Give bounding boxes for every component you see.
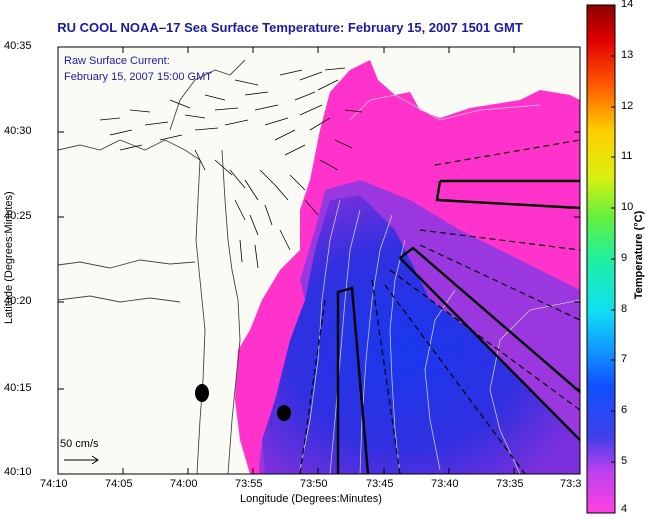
colorbar-tick-label: 12 xyxy=(621,100,634,112)
axis-ticks xyxy=(57,46,580,475)
colorbar-tick-label: 7 xyxy=(621,353,628,365)
colorbar-tick-label: 8 xyxy=(621,303,628,315)
x-tick-label: 74:00 xyxy=(170,478,198,490)
coastal-warm-band xyxy=(240,280,305,474)
scale-label: 50 cm/s xyxy=(60,438,99,450)
x-tick-label: 74:05 xyxy=(105,478,133,490)
x-axis-label: Longitude (Degrees:Minutes) xyxy=(240,493,382,505)
colorbar xyxy=(586,4,616,514)
colorbar-tick-label: 5 xyxy=(621,455,628,467)
map-title: RU COOL NOAA–17 Sea Surface Temperature:… xyxy=(57,20,523,35)
x-tick-label: 74:10 xyxy=(40,478,68,490)
y-tick-label: 40:20 xyxy=(4,295,32,307)
y-tick-label: 40:35 xyxy=(4,40,32,52)
y-tick-label: 40:25 xyxy=(4,210,32,222)
coastline xyxy=(57,59,246,475)
colorbar-label: Temperature (°C) xyxy=(633,210,645,300)
colorbar-tick-label: 9 xyxy=(621,252,628,264)
x-tick-label: 73:40 xyxy=(431,478,459,490)
plot-border xyxy=(57,46,581,475)
y-tick-label: 40:15 xyxy=(4,382,32,394)
x-tick-label: 73:35 xyxy=(496,478,524,490)
colorbar-ticks xyxy=(611,4,615,514)
x-tick-label: 73:55 xyxy=(235,478,263,490)
current-vectors xyxy=(99,67,363,269)
x-tick-label: 73:3 xyxy=(560,478,582,490)
y-tick-label: 40:30 xyxy=(4,125,32,137)
colorbar-tick-label: 10 xyxy=(621,201,634,213)
y-tick-label: 40:10 xyxy=(4,466,32,478)
station-marker xyxy=(195,384,209,402)
annotation-line-1: Raw Surface Current: xyxy=(64,55,170,67)
colorbar-tick-label: 4 xyxy=(621,503,628,515)
colorbar-tick-label: 14 xyxy=(621,0,634,10)
station-marker xyxy=(277,405,291,421)
annotation-line-2: February 15, 2007 15:00 GMT xyxy=(64,71,212,83)
colorbar-tick-label: 13 xyxy=(621,49,634,61)
colorbar-tick-label: 6 xyxy=(621,404,628,416)
transect-lines xyxy=(299,139,581,475)
bathymetry-contours xyxy=(299,94,581,475)
scale-arrow xyxy=(64,455,99,465)
colorbar-tick-label: 11 xyxy=(621,150,633,162)
x-tick-label: 73:50 xyxy=(300,478,328,490)
x-tick-label: 73:45 xyxy=(366,478,394,490)
